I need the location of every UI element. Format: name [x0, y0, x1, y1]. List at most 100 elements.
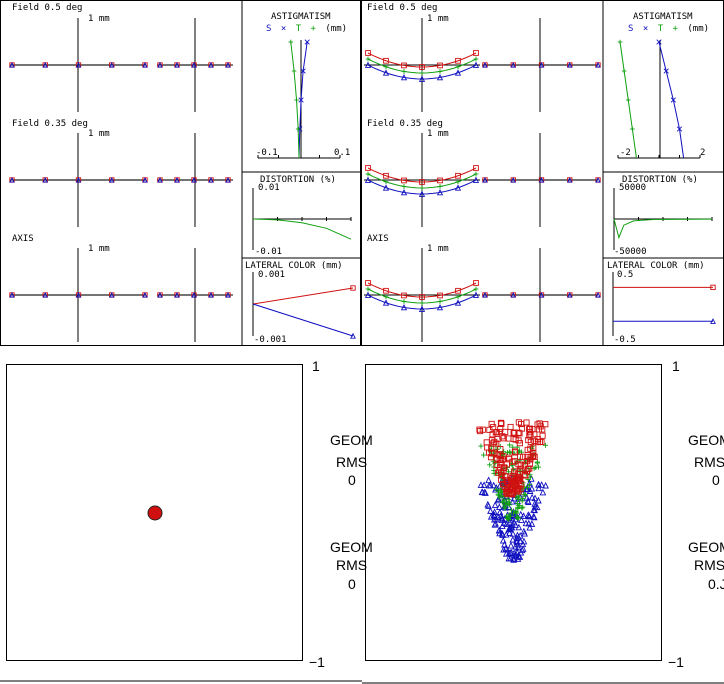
triangle-marker	[454, 299, 462, 306]
right-dist-title: DISTORTION (%)	[622, 175, 698, 185]
triangle-marker	[472, 176, 480, 183]
square-marker	[493, 461, 500, 469]
triangle-marker	[454, 69, 462, 76]
square-marker	[531, 431, 538, 438]
square-marker	[510, 430, 517, 437]
plus-marker	[401, 299, 407, 304]
triangle-marker	[9, 176, 15, 183]
plus-marker	[291, 68, 297, 74]
square-marker	[483, 439, 490, 446]
square-marker	[492, 429, 499, 436]
right-fan-sagittal	[482, 248, 601, 342]
triangle-marker	[531, 500, 539, 507]
plus-marker	[524, 485, 531, 491]
plus-marker	[505, 496, 511, 502]
cross-marker	[663, 68, 669, 74]
triangle-marker	[485, 502, 492, 509]
square-marker	[542, 421, 549, 428]
triangle-marker	[538, 61, 545, 68]
square-marker	[511, 429, 518, 436]
plus-marker	[487, 462, 493, 468]
right-astig-plot	[617, 39, 701, 159]
triangle-marker	[542, 481, 549, 489]
triangle-marker	[142, 61, 148, 68]
astig-series	[298, 41, 308, 159]
right-spot-ymax: 1	[672, 358, 680, 374]
triangle-marker	[595, 291, 601, 298]
left-spot-cluster	[147, 505, 163, 521]
triangle-marker	[524, 497, 532, 504]
square-marker	[505, 480, 512, 487]
ray-fan-layer	[9, 18, 601, 342]
plus-marker	[419, 300, 425, 306]
square-marker	[515, 429, 522, 436]
triangle-marker	[505, 503, 513, 510]
right-fan-sagittal	[482, 133, 601, 227]
legend-t: T	[296, 24, 302, 34]
fan-curve	[367, 167, 477, 183]
cross-b	[304, 39, 310, 45]
triangle-marker	[514, 555, 522, 562]
dist-series	[613, 218, 713, 240]
left-astig-plot	[257, 39, 341, 159]
cross-b	[656, 39, 662, 45]
triangle-marker	[42, 291, 48, 298]
square-marker	[539, 426, 546, 433]
triangle-marker	[364, 291, 372, 298]
right-lat-title: LATERAL COLOR (mm)	[607, 261, 705, 271]
triangle-marker	[400, 74, 408, 81]
triangle-marker	[519, 545, 527, 552]
triangle-marker	[512, 542, 519, 550]
triangle-marker	[418, 75, 426, 82]
left-dist-plot	[252, 188, 352, 250]
triangle-marker	[482, 61, 488, 68]
left-fan-tangential	[9, 18, 148, 112]
triangle-marker	[520, 537, 528, 545]
legend-unit: (mm)	[687, 24, 709, 34]
square-marker	[515, 419, 522, 426]
square-marker	[515, 474, 522, 481]
left-spot-ymax: 1	[312, 358, 320, 374]
square-marker	[520, 453, 527, 460]
plus-marker	[522, 492, 529, 498]
plus-marker	[508, 507, 515, 513]
plus-marker	[455, 64, 461, 70]
plus-marker	[625, 97, 631, 103]
triangle-marker	[477, 481, 485, 488]
triangle-marker	[510, 61, 516, 68]
left-field-scale-1: 1 mm	[88, 14, 110, 24]
fan-curve	[367, 282, 477, 298]
triangle-marker	[109, 61, 115, 68]
left-astig-legend: S × T + (mm)	[266, 24, 347, 34]
legend-x: ×	[643, 24, 648, 34]
plus-marker	[401, 69, 407, 74]
square-marker	[511, 448, 518, 455]
triangle-marker	[487, 507, 494, 514]
spot-blob	[147, 505, 163, 521]
square-marker	[499, 456, 506, 463]
red-spots	[476, 419, 549, 498]
plus-marker	[294, 97, 299, 103]
triangle-marker	[436, 74, 444, 81]
square-marker	[486, 426, 493, 433]
triangle-marker	[517, 537, 524, 545]
left-lat-top: 0.001	[258, 270, 285, 280]
triangle-marker	[492, 519, 499, 527]
left-side-label-5: RMS	[336, 557, 367, 573]
plus-marker	[520, 504, 526, 510]
triangle-marker	[109, 291, 115, 298]
triangle-marker	[513, 534, 521, 542]
left-spot-ymin: −1	[309, 654, 325, 670]
right-astig-legend: S × T + (mm)	[628, 24, 709, 34]
left-dist-title: DISTORTION (%)	[260, 175, 336, 185]
plus-marker	[520, 495, 526, 502]
square-marker	[534, 436, 541, 443]
left-side-label-2: RMS	[336, 454, 367, 470]
cross-b	[300, 68, 306, 74]
plus-marker	[527, 474, 533, 480]
cross-marker	[676, 126, 683, 132]
square-marker	[527, 431, 534, 438]
left-lat-title: LATERAL COLOR (mm)	[245, 261, 343, 271]
triangle-marker	[535, 480, 542, 488]
